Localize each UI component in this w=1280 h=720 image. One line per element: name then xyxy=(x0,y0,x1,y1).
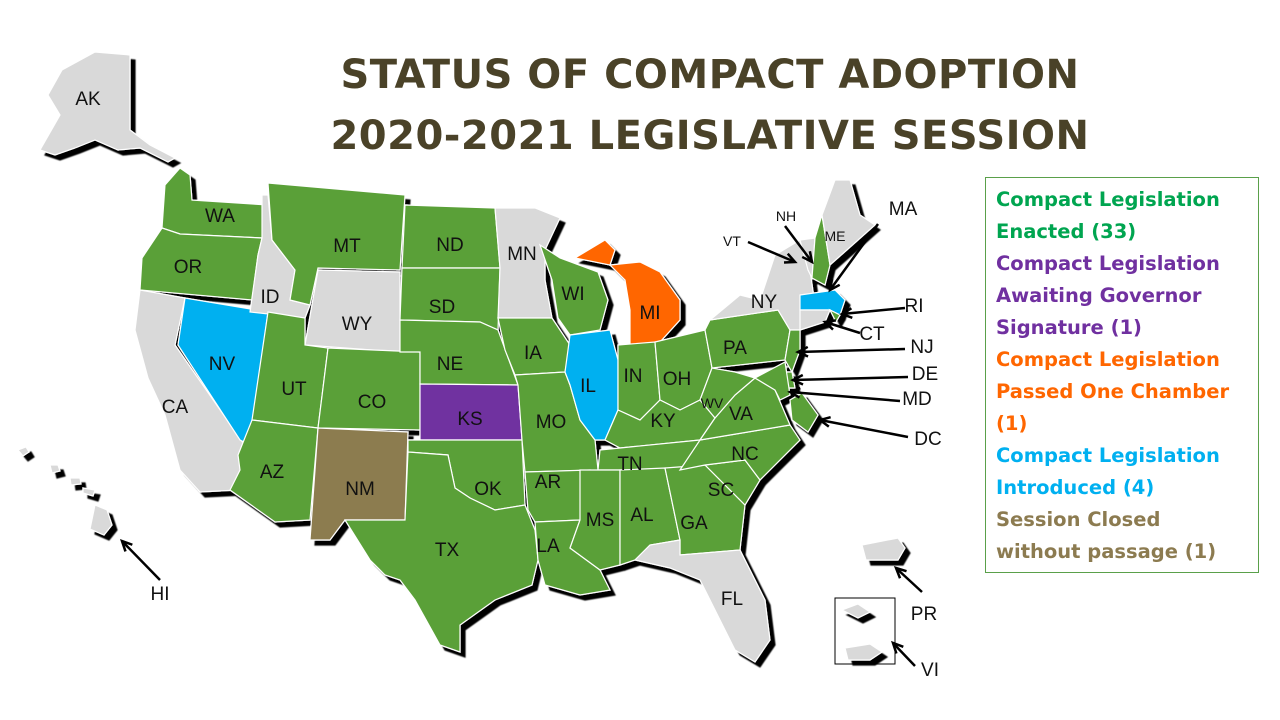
state-label-sc: SC xyxy=(708,480,734,501)
pr-arrow xyxy=(893,566,923,593)
state-shape-wy xyxy=(304,269,401,353)
state-label-va: VA xyxy=(729,404,753,425)
state-shape-mi xyxy=(573,239,681,346)
state-label-pr: PR xyxy=(911,604,937,625)
state-label-la: LA xyxy=(536,536,560,557)
legend-item-session-closed: Session Closed without passage (1) xyxy=(996,508,1217,563)
state-label-az: AZ xyxy=(260,462,285,483)
state-label-wi: WI xyxy=(561,284,584,305)
state-label-ky: KY xyxy=(650,411,676,432)
state-label-me: ME xyxy=(825,228,846,244)
state-label-wa: WA xyxy=(205,206,235,227)
state-label-co: CO xyxy=(358,392,387,413)
legend: Compact Legislation Enacted (33) Compact… xyxy=(985,177,1259,573)
legend-item-introduced: Compact Legislation Introduced (4) xyxy=(996,444,1220,499)
state-label-nc: NC xyxy=(731,444,758,465)
ma-arrow xyxy=(828,223,880,293)
state-shape-me xyxy=(821,179,876,267)
vi-arrow xyxy=(891,640,916,667)
state-label-ga: GA xyxy=(680,513,708,534)
state-shape-co xyxy=(317,347,421,431)
state-label-id: ID xyxy=(261,287,280,308)
state-shape-dc xyxy=(789,392,819,433)
state-shape-ri xyxy=(828,308,841,324)
state-label-md: MD xyxy=(902,389,932,410)
vi-inset-box xyxy=(834,597,896,665)
state-shape-md xyxy=(753,361,791,401)
state-label-ms: MS xyxy=(586,510,615,531)
state-label-nj: NJ xyxy=(910,337,933,358)
state-shape-hi xyxy=(16,446,113,536)
md-arrow xyxy=(787,386,901,403)
state-label-wv: WV xyxy=(701,395,724,411)
map-title-line-1: STATUS OF COMPACT ADOPTION xyxy=(340,52,1080,98)
state-label-il: IL xyxy=(580,376,596,397)
dc-arrow xyxy=(817,415,909,439)
legend-item-awaiting-governor: Compact Legislation Awaiting Governor Si… xyxy=(996,252,1220,339)
state-shape-mn xyxy=(494,207,561,319)
state-label-dc: DC xyxy=(914,429,941,450)
nj-arrow xyxy=(795,345,906,358)
de-arrow xyxy=(790,373,909,386)
state-label-ny: NY xyxy=(751,292,778,313)
state-label-ok: OK xyxy=(474,479,502,500)
state-label-fl: FL xyxy=(721,589,743,610)
state-label-ut: UT xyxy=(281,379,307,400)
state-shape-ct xyxy=(799,309,831,331)
state-shape-nj xyxy=(784,329,801,374)
state-shape-wa xyxy=(161,167,269,239)
state-label-mt: MT xyxy=(333,236,361,257)
state-shape-tx xyxy=(343,451,539,653)
state-shape-il xyxy=(564,329,619,441)
state-shape-pr xyxy=(861,537,906,561)
state-label-ak: AK xyxy=(75,89,101,110)
state-label-ri: RI xyxy=(905,296,924,317)
state-label-ne: NE xyxy=(437,354,463,375)
state-label-in: IN xyxy=(624,366,643,387)
nh-arrow xyxy=(784,225,814,265)
state-label-nh: NH xyxy=(776,208,796,224)
state-label-mo: MO xyxy=(536,412,567,433)
state-label-mn: MN xyxy=(507,244,537,265)
state-label-vt: VT xyxy=(723,233,741,249)
state-label-nv: NV xyxy=(209,354,236,375)
state-shape-ca xyxy=(134,289,251,493)
hi-arrow xyxy=(119,538,161,581)
state-label-oh: OH xyxy=(663,369,692,390)
ri-arrow xyxy=(839,306,906,319)
state-label-nm: NM xyxy=(345,479,375,500)
state-label-ar: AR xyxy=(535,472,561,493)
state-shape-vi xyxy=(840,603,884,661)
state-label-tx: TX xyxy=(435,540,460,561)
state-label-ks: KS xyxy=(457,409,482,430)
legend-item-passed-one-chamber: Compact Legislation Passed One Chamber (… xyxy=(996,348,1230,435)
state-label-hi: HI xyxy=(151,584,170,605)
state-label-vi: VI xyxy=(921,660,939,681)
state-shape-fl xyxy=(633,539,771,663)
state-label-nd: ND xyxy=(436,235,463,256)
map-title-line-2: 2020-2021 LEGISLATIVE SESSION xyxy=(330,113,1090,159)
state-label-de: DE xyxy=(912,364,938,385)
state-label-mi: MI xyxy=(639,303,660,324)
state-label-ia: IA xyxy=(524,343,542,364)
state-shape-ak xyxy=(39,51,177,163)
state-shape-nh xyxy=(811,214,831,286)
state-label-or: OR xyxy=(174,257,203,278)
state-label-al: AL xyxy=(630,505,653,526)
vt-arrow xyxy=(747,240,798,264)
state-label-wy: WY xyxy=(342,314,373,335)
state-label-ma: MA xyxy=(889,199,918,220)
ct-arrow xyxy=(822,319,861,335)
state-shape-wi xyxy=(538,243,609,336)
state-label-ct: CT xyxy=(859,324,885,345)
state-label-pa: PA xyxy=(723,338,747,359)
state-shape-mt xyxy=(267,182,406,306)
state-label-ca: CA xyxy=(162,397,189,418)
state-label-tn: TN xyxy=(617,454,642,475)
state-label-sd: SD xyxy=(429,297,455,318)
legend-item-enacted: Compact Legislation Enacted (33) xyxy=(996,188,1220,243)
